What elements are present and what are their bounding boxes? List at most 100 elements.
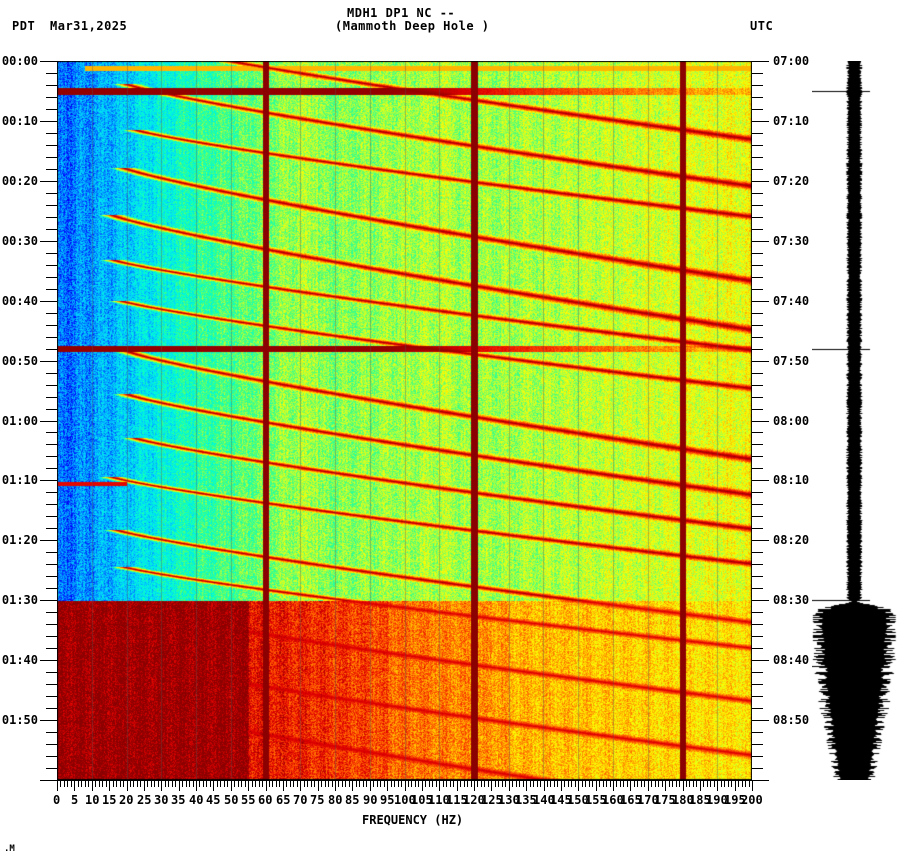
freq-tick-minor (328, 780, 329, 787)
time-tick-minor-left (46, 552, 57, 553)
freq-tick-label: 135 (515, 793, 537, 807)
freq-tick-major (526, 780, 527, 791)
freq-tick-minor (714, 780, 715, 787)
freq-tick-minor (471, 780, 472, 787)
freq-tick-major (161, 780, 162, 791)
freq-tick-minor (158, 780, 159, 787)
freq-tick-minor (693, 780, 694, 787)
freq-tick-minor (116, 780, 117, 787)
freq-tick-major (179, 780, 180, 791)
freq-tick-major (752, 780, 753, 791)
time-label-local: 01:30 (1, 593, 38, 607)
time-tick-minor-left (46, 97, 57, 98)
freq-tick-label: 75 (310, 793, 325, 807)
header-date: Mar31,2025 (50, 19, 128, 33)
freq-tick-minor (616, 780, 617, 787)
time-tick-major-right (752, 121, 769, 122)
freq-tick-minor (85, 780, 86, 787)
freq-tick-minor (599, 780, 600, 787)
freq-tick-minor (398, 780, 399, 787)
time-tick-major-left (40, 720, 57, 721)
freq-tick-minor (502, 780, 503, 787)
freq-tick-minor (227, 780, 228, 787)
freq-tick-minor (738, 780, 739, 787)
time-tick-minor-left (46, 588, 57, 589)
time-tick-minor-right (752, 456, 763, 457)
freq-tick-label: 120 (463, 793, 485, 807)
time-tick-minor-left (46, 253, 57, 254)
freq-tick-label: 55 (241, 793, 256, 807)
freq-tick-minor (262, 780, 263, 787)
time-tick-minor-left (46, 684, 57, 685)
freq-tick-minor (432, 780, 433, 787)
time-tick-minor-right (752, 588, 763, 589)
freq-tick-minor (512, 780, 513, 787)
time-tick-minor-right (752, 684, 763, 685)
time-tick-minor-left (46, 313, 57, 314)
freq-tick-label: 130 (498, 793, 520, 807)
freq-tick-minor (356, 780, 357, 787)
time-tick-minor-right (752, 744, 763, 745)
freq-tick-label: 190 (706, 793, 728, 807)
header-timezone-left: PDT (12, 19, 36, 33)
freq-tick-minor (537, 780, 538, 787)
freq-tick-minor (721, 780, 722, 787)
freq-tick-minor (540, 780, 541, 787)
time-tick-minor-left (46, 732, 57, 733)
freq-tick-minor (728, 780, 729, 787)
header-station-name: (Mammoth Deep Hole ) (335, 19, 490, 33)
time-tick-major-left (40, 540, 57, 541)
freq-tick-major (491, 780, 492, 791)
freq-tick-minor (742, 780, 743, 787)
freq-tick-minor (460, 780, 461, 787)
time-tick-minor-left (46, 672, 57, 673)
corner-mark: .M (4, 844, 15, 854)
freq-tick-minor (384, 780, 385, 787)
freq-tick-minor (707, 780, 708, 787)
time-tick-major-left (40, 181, 57, 182)
time-tick-minor-right (752, 636, 763, 637)
time-label-local: 00:40 (1, 294, 38, 308)
time-tick-major-left (40, 660, 57, 661)
time-tick-minor-right (752, 337, 763, 338)
freq-tick-minor (408, 780, 409, 787)
time-label-local: 01:20 (1, 533, 38, 547)
time-tick-minor-left (46, 504, 57, 505)
freq-tick-major (74, 780, 75, 791)
time-tick-minor-right (752, 444, 763, 445)
freq-tick-minor (147, 780, 148, 787)
freq-tick-minor (269, 780, 270, 787)
seismogram-canvas (812, 61, 902, 780)
freq-tick-minor (703, 780, 704, 787)
freq-tick-minor (710, 780, 711, 787)
time-tick-minor-left (46, 696, 57, 697)
seismogram-trace[interactable] (812, 61, 902, 780)
time-tick-minor-right (752, 576, 763, 577)
time-label-utc: 08:00 (773, 414, 810, 428)
time-tick-minor-left (46, 193, 57, 194)
time-tick-minor-right (752, 193, 763, 194)
freq-tick-major (422, 780, 423, 791)
freq-tick-major (630, 780, 631, 791)
time-tick-minor-left (46, 456, 57, 457)
time-label-utc: 07:10 (773, 114, 810, 128)
time-tick-minor-right (752, 85, 763, 86)
freq-tick-major (248, 780, 249, 791)
freq-tick-minor (224, 780, 225, 787)
freq-tick-major (57, 780, 58, 791)
freq-tick-minor (495, 780, 496, 787)
time-tick-minor-right (752, 468, 763, 469)
freq-tick-minor (366, 780, 367, 787)
time-label-local: 00:00 (1, 54, 38, 68)
time-label-utc: 07:30 (773, 234, 810, 248)
time-tick-minor-left (46, 133, 57, 134)
time-label-utc: 08:20 (773, 533, 810, 547)
freq-tick-minor (349, 780, 350, 787)
freq-tick-minor (610, 780, 611, 787)
freq-tick-minor (679, 780, 680, 787)
spectrogram-plot[interactable] (57, 61, 752, 780)
freq-tick-minor (154, 780, 155, 787)
freq-tick-minor (425, 780, 426, 787)
freq-tick-minor (516, 780, 517, 787)
time-tick-minor-left (46, 325, 57, 326)
